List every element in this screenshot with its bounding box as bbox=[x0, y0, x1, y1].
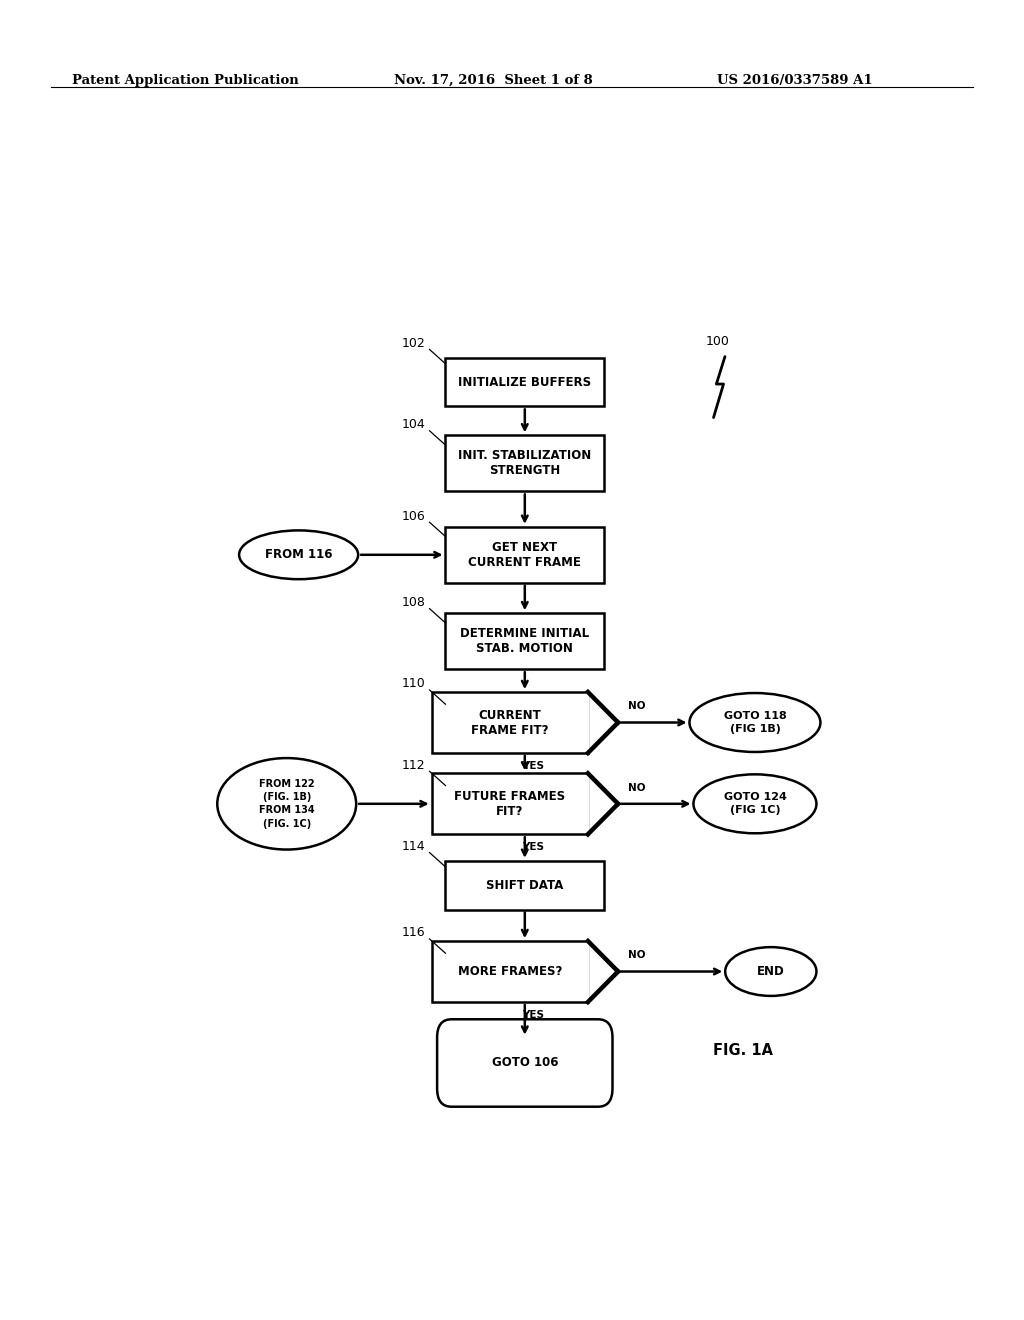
Polygon shape bbox=[431, 692, 588, 752]
Polygon shape bbox=[588, 941, 618, 1002]
FancyBboxPatch shape bbox=[445, 358, 604, 407]
Polygon shape bbox=[431, 774, 588, 834]
Text: YES: YES bbox=[522, 1010, 544, 1020]
Text: 110: 110 bbox=[401, 677, 426, 690]
Ellipse shape bbox=[240, 531, 358, 579]
Polygon shape bbox=[431, 941, 588, 1002]
Text: NO: NO bbox=[628, 783, 645, 792]
FancyBboxPatch shape bbox=[445, 527, 604, 583]
Text: 112: 112 bbox=[402, 759, 426, 772]
Text: FUTURE FRAMES
FIT?: FUTURE FRAMES FIT? bbox=[455, 789, 565, 818]
Text: 100: 100 bbox=[706, 335, 730, 348]
Text: FROM 116: FROM 116 bbox=[265, 548, 333, 561]
Ellipse shape bbox=[689, 693, 820, 752]
Text: GOTO 106: GOTO 106 bbox=[492, 1056, 558, 1069]
Polygon shape bbox=[587, 775, 590, 833]
Text: 116: 116 bbox=[402, 927, 426, 940]
Polygon shape bbox=[587, 942, 590, 1001]
Text: YES: YES bbox=[522, 762, 544, 771]
Text: YES: YES bbox=[522, 842, 544, 853]
Text: INITIALIZE BUFFERS: INITIALIZE BUFFERS bbox=[458, 375, 592, 388]
FancyBboxPatch shape bbox=[445, 436, 604, 491]
Ellipse shape bbox=[693, 775, 816, 833]
Text: GOTO 118
(FIG 1B): GOTO 118 (FIG 1B) bbox=[724, 711, 786, 734]
Text: US 2016/0337589 A1: US 2016/0337589 A1 bbox=[717, 74, 872, 87]
Ellipse shape bbox=[217, 758, 356, 850]
Text: 106: 106 bbox=[401, 510, 426, 523]
Text: GOTO 124
(FIG 1C): GOTO 124 (FIG 1C) bbox=[724, 792, 786, 816]
Text: Patent Application Publication: Patent Application Publication bbox=[72, 74, 298, 87]
Text: END: END bbox=[757, 965, 784, 978]
Text: DETERMINE INITIAL
STAB. MOTION: DETERMINE INITIAL STAB. MOTION bbox=[460, 627, 590, 655]
Text: FROM 122
(FIG. 1B)
FROM 134
(FIG. 1C): FROM 122 (FIG. 1B) FROM 134 (FIG. 1C) bbox=[259, 779, 314, 829]
FancyBboxPatch shape bbox=[445, 612, 604, 669]
Text: CURRENT
FRAME FIT?: CURRENT FRAME FIT? bbox=[471, 709, 549, 737]
Text: NO: NO bbox=[628, 701, 645, 711]
Polygon shape bbox=[588, 774, 618, 834]
Text: 102: 102 bbox=[401, 337, 426, 350]
Text: SHIFT DATA: SHIFT DATA bbox=[486, 879, 563, 891]
FancyBboxPatch shape bbox=[437, 1019, 612, 1106]
Text: GET NEXT
CURRENT FRAME: GET NEXT CURRENT FRAME bbox=[468, 541, 582, 569]
Polygon shape bbox=[588, 692, 618, 752]
Text: 104: 104 bbox=[401, 418, 426, 432]
Text: INIT. STABILIZATION
STRENGTH: INIT. STABILIZATION STRENGTH bbox=[458, 449, 592, 478]
Ellipse shape bbox=[725, 948, 816, 995]
Text: FIG. 1A: FIG. 1A bbox=[713, 1043, 773, 1059]
Text: MORE FRAMES?: MORE FRAMES? bbox=[458, 965, 562, 978]
Text: NO: NO bbox=[628, 950, 645, 961]
FancyBboxPatch shape bbox=[445, 861, 604, 909]
Text: 114: 114 bbox=[402, 840, 426, 853]
Polygon shape bbox=[587, 693, 590, 752]
Text: Nov. 17, 2016  Sheet 1 of 8: Nov. 17, 2016 Sheet 1 of 8 bbox=[394, 74, 593, 87]
Text: 108: 108 bbox=[401, 597, 426, 609]
